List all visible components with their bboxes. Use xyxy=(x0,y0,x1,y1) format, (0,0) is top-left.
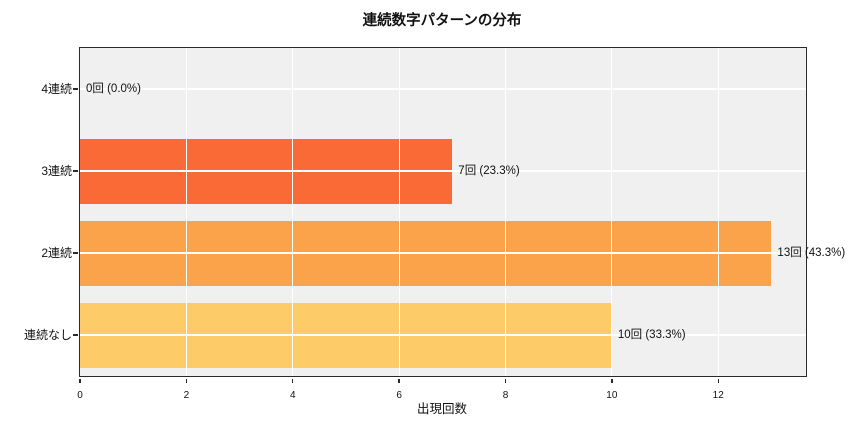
grid-line-horizontal xyxy=(80,334,806,336)
x-tick-label: 2 xyxy=(183,390,190,401)
bar-value-label: 13回 (43.3%) xyxy=(777,247,846,259)
grid-line-vertical xyxy=(717,48,719,376)
y-tick-mark xyxy=(73,252,78,254)
x-tick-label: 6 xyxy=(396,390,402,401)
chart-title: 連続数字パターンの分布 xyxy=(362,13,522,29)
plot-area: 0 2 4 6 8 10 12 4連続 0回 (0.0%) 3連続 7回 (23.3%) 2連続 13回… xyxy=(24,47,845,401)
grid-line-vertical xyxy=(611,48,613,376)
x-tick-label: 12 xyxy=(712,390,724,401)
y-tick-label: 4連続 xyxy=(41,82,72,96)
x-tick-mark xyxy=(79,378,81,383)
grid-line-horizontal xyxy=(80,88,806,90)
y-tick-mark xyxy=(73,170,78,172)
x-tick-mark xyxy=(292,378,294,383)
y-tick-mark xyxy=(73,88,78,90)
x-tick-mark xyxy=(398,378,400,383)
y-tick-label: 2連続 xyxy=(41,246,72,260)
x-tick-label: 0 xyxy=(77,390,83,401)
x-tick-label: 4 xyxy=(289,390,296,401)
x-tick-mark xyxy=(185,378,188,383)
grid-line-vertical xyxy=(398,48,400,376)
x-tick-mark xyxy=(611,378,613,383)
bar-value-label: 7回 (23.3%) xyxy=(458,165,520,177)
bar-value-label: 10回 (33.3%) xyxy=(617,329,686,341)
y-tick-mark xyxy=(73,334,78,336)
x-tick-mark xyxy=(717,378,719,383)
x-tick-mark xyxy=(504,378,507,383)
grid-line-horizontal xyxy=(80,252,806,254)
y-tick-label: 3連続 xyxy=(41,164,72,178)
grid-line-vertical xyxy=(185,48,187,376)
x-tick-label: 8 xyxy=(502,390,509,401)
x-tick-label: 10 xyxy=(606,390,618,401)
grid-line-vertical xyxy=(504,48,507,376)
grid-line-horizontal xyxy=(80,170,806,172)
y-tick-label: 連続なし xyxy=(23,328,72,342)
bar-value-label: 0回 (0.0%) xyxy=(86,83,141,95)
x-axis-label: 出現回数 xyxy=(416,402,467,416)
grid-line-vertical xyxy=(292,48,294,376)
